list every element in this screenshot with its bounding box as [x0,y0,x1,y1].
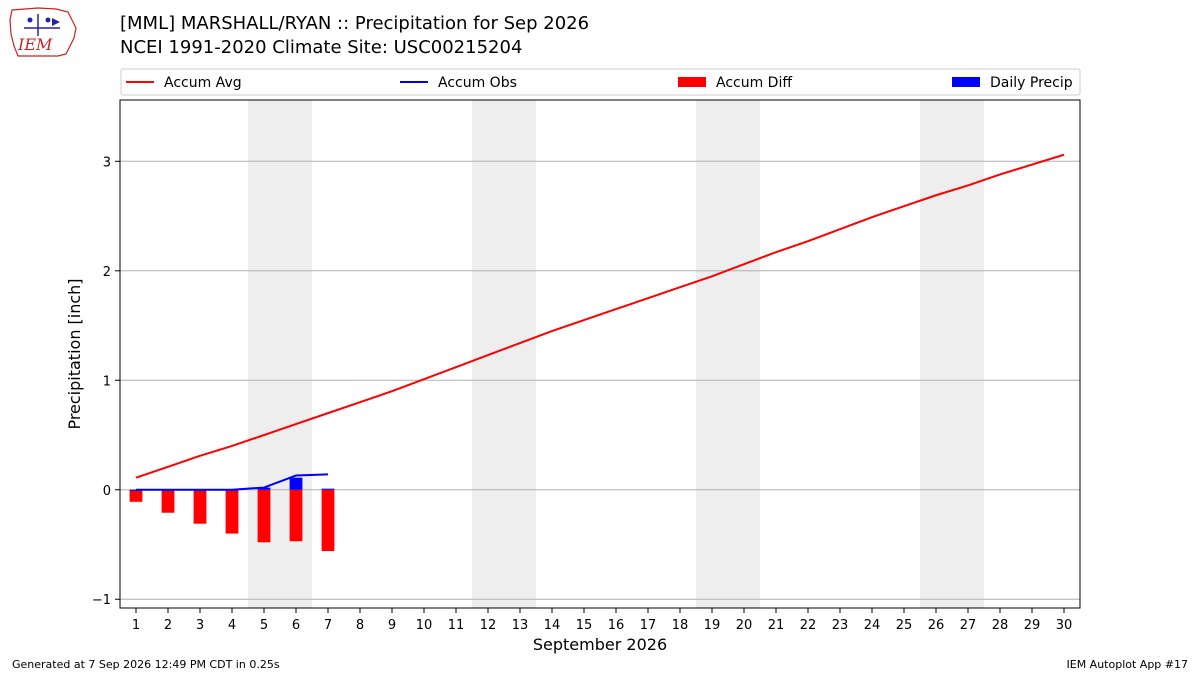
lines [135,153,1065,491]
x-tick-label: 14 [544,618,561,633]
accum-diff-bar [289,489,303,542]
daily-precip-bar [289,477,303,490]
y-tick-label: 3 [103,155,111,170]
daily-precip-bar [257,487,271,490]
accum-diff-bar [257,489,271,543]
y-tick-label: −1 [92,593,111,608]
plot-frame [119,99,1081,609]
bars [129,477,335,552]
weekend-band [472,100,536,608]
x-tick-label: 11 [448,618,465,633]
y-axis-label: Precipitation [inch] [65,278,84,429]
legend-accum-avg-label: Accum Avg [164,75,242,91]
accum-diff-bar [321,489,335,552]
autoplot-app-label: IEM Autoplot App #17 [1066,658,1189,671]
x-tick-label: 25 [896,618,913,633]
legend-accum-diff-label: Accum Diff [716,75,792,91]
x-tick-label: 23 [832,618,849,633]
weekend-band [920,100,984,608]
chart-subtitle: NCEI 1991-2020 Climate Site: USC00215204 [120,37,523,58]
x-axis-label: September 2026 [533,635,667,654]
x-tick-label: 30 [1056,618,1073,633]
x-tick-label: 26 [928,618,945,633]
x-tick-label: 10 [416,618,433,633]
x-tick-label: 20 [736,618,753,633]
accum-diff-bar [161,489,175,513]
x-tick-label: 9 [388,618,396,633]
y-tick-label: 1 [103,374,111,389]
x-tick-label: 16 [608,618,625,633]
y-tick-label: 2 [103,265,111,280]
legend-daily-precip-label: Daily Precip [990,75,1073,91]
x-tick-label: 28 [992,618,1009,633]
y-axis: −1 0 1 2 3 [92,155,120,608]
x-tick-label: 1 [132,618,140,633]
daily-precip-bar [321,488,335,490]
x-tick-label: 18 [672,618,689,633]
iem-logo-icon: IEM [9,7,77,57]
accum-obs-line [136,473,329,491]
x-tick-label: 17 [640,618,657,633]
x-tick-label: 12 [480,618,497,633]
x-tick-label: 6 [292,618,300,633]
accum-diff-bar [129,489,143,502]
x-tick-label: 7 [324,618,332,633]
x-tick-label: 27 [960,618,977,633]
gridlines [120,160,1080,600]
generated-timestamp: Generated at 7 Sep 2026 12:49 PM CDT in … [12,658,280,671]
legend-accum-obs-label: Accum Obs [438,75,517,91]
x-axis: 1 2 3 4 5 6 7 8 9 10 11 12 13 14 15 16 17 18 19 20 21 22 23 24 2… [132,608,1072,633]
accum-avg-line [135,153,1065,479]
chart-title: [MML] MARSHALL/RYAN :: Precipitation for… [120,13,590,34]
logo-text: IEM [17,35,53,54]
x-tick-label: 13 [512,618,529,633]
weekend-band [696,100,760,608]
accum-diff-bar [225,489,239,534]
x-tick-label: 24 [864,618,881,633]
legend: Accum Avg Accum Obs Accum Diff Daily Precip [120,68,1081,96]
x-tick-label: 22 [800,618,817,633]
x-tick-label: 5 [260,618,268,633]
legend-accum-diff-swatch [678,77,706,87]
x-tick-label: 21 [768,618,785,633]
x-tick-label: 29 [1024,618,1041,633]
y-tick-label: 0 [103,484,111,499]
legend-box [120,68,1081,96]
x-tick-label: 8 [356,618,364,633]
x-tick-label: 4 [228,618,236,633]
x-tick-label: 2 [164,618,172,633]
weekend-shading [248,100,984,608]
x-tick-label: 19 [704,618,721,633]
legend-daily-precip-swatch [952,77,980,87]
x-tick-label: 3 [196,618,204,633]
x-tick-label: 15 [576,618,593,633]
accum-diff-bar [193,489,207,524]
